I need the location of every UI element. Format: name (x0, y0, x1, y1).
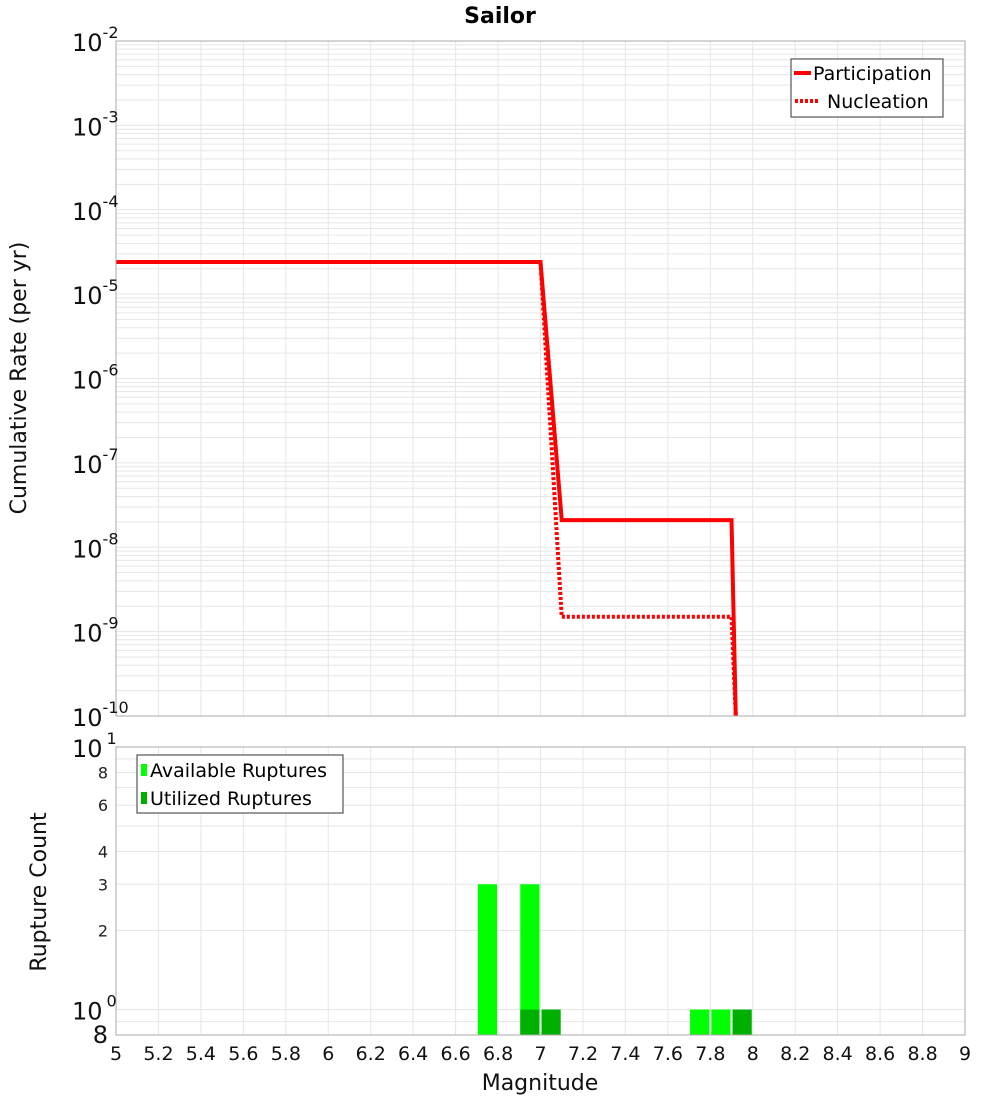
available-bar (520, 884, 540, 1035)
utilized-bar (541, 1009, 561, 1035)
top-legend-box (790, 58, 944, 118)
x-tick-label: 5.4 (186, 1043, 216, 1065)
top-y-tick-label: 10-6 (72, 361, 119, 395)
x-tick-label: 6.4 (398, 1043, 428, 1065)
top-y-tick-label: 10-2 (72, 23, 119, 57)
bottom-y-tick-label: 2 (98, 922, 108, 941)
top-y-tick-label: 10-7 (72, 445, 119, 479)
legend-available: Available Ruptures (150, 760, 327, 782)
bottom-y-axis-label: Rupture Count (27, 812, 52, 972)
rate-lines (116, 260, 738, 717)
top-y-tick-label: 10-8 (72, 529, 119, 563)
bottom-y-major-label: 10 1 (72, 729, 117, 763)
bottom-y-major-label: 10 0 (72, 992, 117, 1026)
participation-line (116, 260, 738, 717)
bottom-legend-box (136, 754, 344, 814)
bottom-plot-grid (116, 747, 965, 1035)
utilized-bar (732, 1009, 752, 1035)
top-y-tick-label: 10-4 (72, 192, 119, 226)
x-tick-label: 6.8 (483, 1043, 513, 1065)
chart-title: Sailor (464, 4, 536, 29)
top-y-tick-label: 10-5 (72, 276, 119, 310)
bottom-legend: Available Ruptures Utilized Ruptures (136, 754, 344, 814)
x-tick-label: 8.8 (907, 1043, 937, 1065)
utilized-swatch-icon (141, 792, 147, 804)
x-tick-label: 6 (322, 1043, 334, 1065)
bottom-y-tick-label: 6 (98, 796, 108, 815)
x-tick-label: 8.4 (823, 1043, 853, 1065)
x-tick-label: 8 (747, 1043, 759, 1065)
legend-participation: Participation (813, 63, 932, 85)
x-tick-label: 5.2 (143, 1043, 173, 1065)
bottom-y-tick-label: 4 (98, 842, 108, 861)
available-bar (690, 1009, 710, 1035)
x-tick-label: 7.2 (568, 1043, 598, 1065)
top-plot-frame (115, 40, 966, 717)
bottom-y-tick-label: 8 (98, 763, 108, 782)
x-tick-label: 7 (534, 1043, 546, 1065)
bottom-y-min-label: 8 (93, 1021, 108, 1049)
top-y-ticks: 10-2 10-3 10-4 10-5 10-6 10-7 10-8 10-9 10-10 (72, 23, 129, 732)
top-legend: Participation Nucleation (790, 58, 944, 118)
x-tick-label: 7.6 (653, 1043, 683, 1065)
nucleation-line (116, 260, 738, 717)
x-tick-label: 5.8 (271, 1043, 301, 1065)
available-swatch-icon (141, 764, 147, 776)
top-y-axis-label: Cumulative Rate (per yr) (7, 242, 32, 515)
x-axis-label: Magnitude (482, 1071, 599, 1096)
x-ticks: 5 5.2 5.4 5.6 5.8 6 6.2 6.4 6.6 6.8 7 7.2 7.4 7.6 7.8 8… (110, 1043, 971, 1065)
x-tick-label: 7.8 (695, 1043, 725, 1065)
utilized-bar (520, 1009, 540, 1035)
available-bar (711, 1009, 731, 1035)
legend-utilized: Utilized Ruptures (150, 788, 312, 810)
top-plot-grid (116, 41, 965, 716)
legend-nucleation: Nucleation (827, 91, 929, 113)
available-bar (477, 884, 498, 1035)
x-tick-label: 6.2 (356, 1043, 386, 1065)
top-y-tick-label: 10-10 (72, 698, 129, 732)
bottom-y-tick-label: 3 (98, 875, 108, 894)
x-tick-label: 8.2 (780, 1043, 810, 1065)
x-tick-label: 6.6 (440, 1043, 470, 1065)
x-tick-label: 8.6 (865, 1043, 895, 1065)
x-tick-label: 5.6 (228, 1043, 258, 1065)
x-tick-label: 9 (959, 1043, 971, 1065)
x-tick-label: 7.4 (610, 1043, 640, 1065)
x-tick-label: 5 (110, 1043, 122, 1065)
top-y-tick-label: 10-3 (72, 107, 119, 141)
top-y-tick-label: 10-9 (72, 614, 119, 648)
bottom-plot-frame (115, 746, 966, 1036)
rupture-bars (477, 884, 752, 1035)
